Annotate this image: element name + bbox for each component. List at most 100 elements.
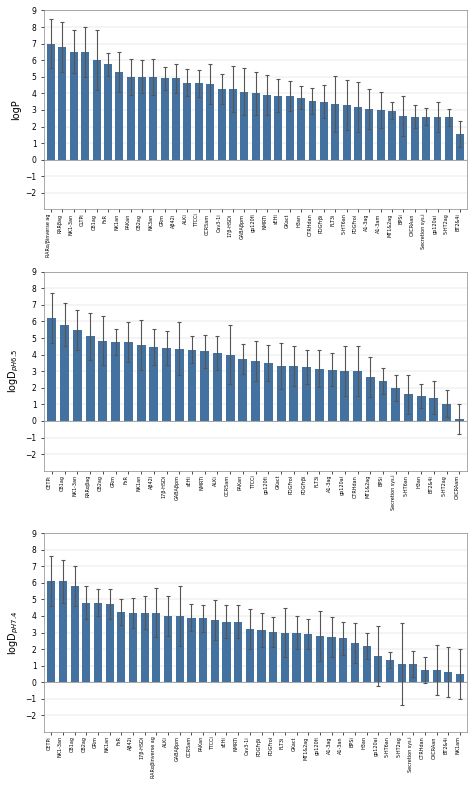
Y-axis label: logP: logP (11, 100, 21, 120)
Bar (183, 82, 191, 159)
Bar (60, 325, 69, 421)
Bar (187, 618, 195, 682)
Bar (379, 382, 387, 421)
Bar (124, 342, 133, 421)
Bar (164, 616, 172, 682)
Bar (229, 89, 237, 159)
Bar (252, 93, 260, 159)
Bar (149, 77, 157, 159)
Bar (404, 394, 413, 421)
Bar (92, 60, 100, 159)
Bar (353, 371, 362, 421)
Bar (81, 52, 89, 159)
Bar (152, 612, 161, 682)
Bar (162, 348, 171, 421)
Bar (354, 107, 362, 159)
Bar (264, 363, 273, 421)
Bar (400, 115, 407, 159)
Bar (138, 77, 146, 159)
Bar (47, 44, 55, 159)
Bar (386, 660, 394, 682)
Bar (86, 337, 95, 421)
Bar (73, 330, 82, 421)
Bar (106, 604, 114, 682)
Bar (417, 396, 426, 421)
Bar (331, 104, 339, 159)
Bar (304, 634, 312, 682)
Bar (115, 71, 123, 159)
Bar (411, 117, 419, 159)
Bar (434, 118, 441, 159)
Bar (149, 347, 158, 421)
Bar (188, 349, 196, 421)
Bar (281, 633, 289, 682)
Bar (398, 664, 406, 682)
Bar (433, 670, 441, 682)
Bar (286, 96, 294, 159)
Bar (213, 353, 222, 421)
Bar (111, 342, 120, 421)
Bar (172, 78, 180, 159)
Y-axis label: logD$_{pH7.4}$: logD$_{pH7.4}$ (7, 610, 21, 655)
Bar (374, 655, 383, 682)
Bar (366, 377, 375, 421)
Bar (422, 117, 430, 159)
Bar (137, 345, 146, 421)
Bar (240, 92, 248, 159)
Bar (456, 134, 464, 159)
Bar (297, 97, 305, 159)
Bar (328, 637, 336, 682)
Bar (99, 341, 107, 421)
Bar (47, 318, 56, 421)
Bar (251, 361, 260, 421)
Bar (71, 586, 79, 682)
Bar (309, 100, 317, 159)
Bar (365, 109, 374, 159)
Bar (320, 101, 328, 159)
Bar (444, 672, 453, 682)
Bar (455, 419, 464, 421)
Bar (141, 612, 149, 682)
Bar (263, 95, 271, 159)
Bar (351, 643, 359, 682)
Bar (377, 110, 385, 159)
Bar (176, 616, 184, 682)
Bar (409, 664, 418, 682)
Bar (161, 78, 169, 159)
Bar (82, 603, 91, 682)
Bar (277, 367, 286, 421)
Bar (292, 633, 301, 682)
Bar (274, 96, 283, 159)
Bar (94, 603, 102, 682)
Bar (421, 670, 429, 682)
Bar (222, 622, 230, 682)
Bar (316, 636, 324, 682)
Bar (211, 620, 219, 682)
Bar (290, 367, 298, 421)
Bar (363, 646, 371, 682)
Bar (58, 47, 66, 159)
Bar (388, 111, 396, 159)
Bar (328, 370, 337, 421)
Bar (59, 581, 67, 682)
Bar (226, 355, 235, 421)
Bar (201, 352, 209, 421)
Bar (257, 630, 265, 682)
Bar (429, 398, 438, 421)
Bar (195, 83, 203, 159)
Bar (445, 118, 453, 159)
Bar (343, 105, 351, 159)
Bar (175, 349, 184, 421)
Bar (456, 674, 464, 682)
Bar (391, 388, 400, 421)
Bar (238, 359, 247, 421)
Bar (340, 371, 349, 421)
Bar (129, 612, 137, 682)
Bar (269, 632, 277, 682)
Bar (70, 52, 78, 159)
Bar (246, 630, 254, 682)
Bar (117, 612, 126, 682)
Bar (442, 403, 451, 421)
Bar (199, 619, 207, 682)
Y-axis label: logD$_{pH6.5}$: logD$_{pH6.5}$ (7, 349, 21, 393)
